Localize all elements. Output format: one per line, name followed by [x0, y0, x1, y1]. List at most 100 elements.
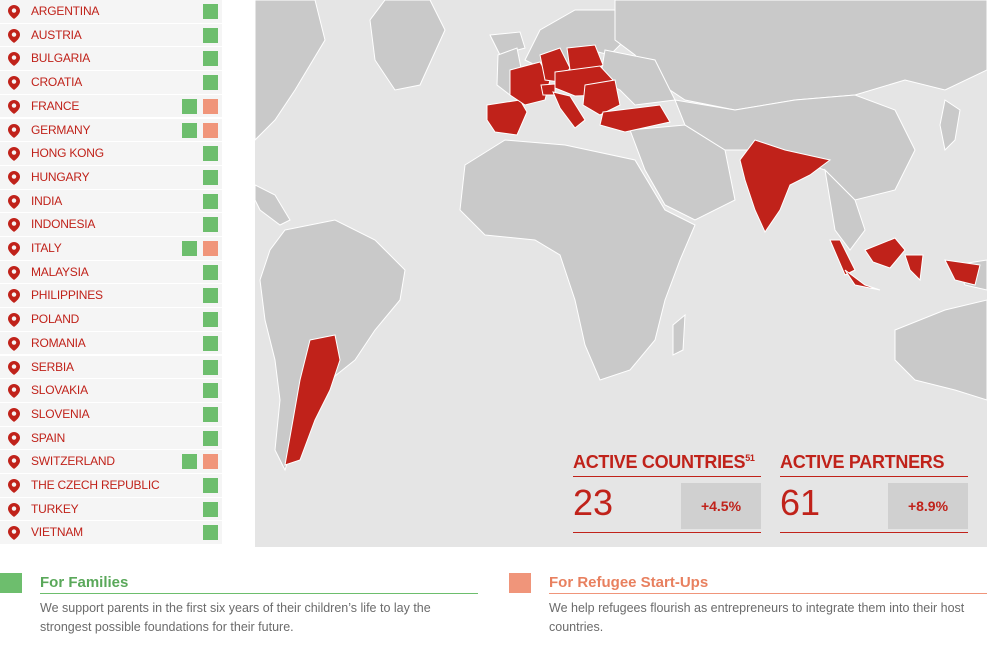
country-row: FRANCE	[0, 94, 222, 119]
footnote-marker: 51	[745, 453, 755, 463]
map-pin-icon	[8, 99, 20, 114]
refugees-indicator	[203, 122, 218, 138]
map-pin-icon	[8, 76, 20, 91]
country-row: GERMANY	[0, 118, 222, 143]
stat-active-countries: ACTIVE COUNTRIES51 23 +4.5%	[573, 452, 761, 534]
map-pin-icon	[8, 52, 20, 67]
families-indicator	[203, 75, 218, 91]
country-row: ROMANIA	[0, 331, 222, 356]
map-pin-icon	[8, 360, 20, 375]
map-pin-icon	[8, 336, 20, 351]
stat-divider	[573, 532, 761, 533]
stat-countries-title: ACTIVE COUNTRIES51	[573, 452, 755, 472]
legend-swatch-refugees	[509, 573, 531, 593]
country-name: TURKEY	[31, 501, 79, 516]
country-row: PHILIPPINES	[0, 284, 222, 309]
families-indicator	[203, 146, 218, 162]
country-row: HONG KONG	[0, 142, 222, 166]
country-name: SLOVENIA	[31, 406, 90, 421]
families-indicator	[203, 288, 218, 304]
map-pin-icon	[8, 28, 20, 43]
families-indicator	[182, 454, 197, 470]
country-row: SERBIA	[0, 355, 222, 380]
families-indicator	[203, 478, 218, 493]
families-indicator	[203, 169, 218, 185]
map-pin-icon	[8, 265, 20, 280]
country-row: POLAND	[0, 308, 222, 332]
country-name: HONG KONG	[31, 146, 104, 161]
map-pin-icon	[8, 502, 20, 517]
families-indicator	[182, 122, 197, 138]
country-name: PHILIPPINES	[31, 288, 103, 303]
stat-divider	[780, 476, 968, 477]
world-map	[255, 0, 987, 547]
map-pin-icon	[8, 147, 20, 162]
families-indicator	[182, 98, 197, 114]
families-indicator	[203, 193, 218, 209]
map-pin-icon	[8, 479, 20, 493]
country-name: INDIA	[31, 193, 63, 208]
families-indicator	[203, 383, 218, 399]
families-indicator	[203, 312, 218, 328]
legend-description-families: We support parents in the first six year…	[40, 601, 431, 634]
country-row: SLOVAKIA	[0, 379, 222, 403]
stat-active-partners: ACTIVE PARTNERS 61 +8.9%	[780, 452, 968, 534]
country-row: ARGENTINA	[0, 0, 222, 24]
map-pin-icon	[8, 407, 20, 422]
country-name: VIETNAM	[31, 525, 83, 540]
map-pin-icon	[8, 526, 20, 541]
country-name: ROMANIA	[31, 335, 86, 350]
country-name: GERMANY	[31, 122, 91, 137]
country-row: VIETNAM	[0, 521, 222, 546]
map-pin-icon	[8, 5, 20, 19]
country-name: CROATIA	[31, 75, 83, 90]
legend-title-refugees: For Refugee Start-Ups	[549, 574, 709, 591]
country-name: SLOVAKIA	[31, 383, 88, 398]
map-pin-icon	[8, 218, 20, 233]
stat-countries-value: 23	[573, 482, 614, 523]
country-name: INDONESIA	[31, 217, 96, 232]
families-indicator	[203, 525, 218, 541]
map-pin-icon	[8, 289, 20, 304]
stat-partners-change: +8.9%	[888, 483, 968, 529]
country-name: SPAIN	[31, 430, 66, 445]
families-indicator	[203, 359, 218, 375]
country-row: ITALY	[0, 237, 222, 261]
country-name: ARGENTINA	[31, 4, 100, 18]
country-row: SPAIN	[0, 426, 222, 451]
country-name: POLAND	[31, 312, 80, 327]
legend-description-refugees: We help refugees flourish as entrepreneu…	[549, 601, 965, 634]
map-pin-icon	[8, 313, 20, 328]
country-row: HUNGARY	[0, 165, 222, 190]
stat-divider	[780, 532, 968, 533]
stat-partners-title: ACTIVE PARTNERS	[780, 452, 945, 472]
map-pin-icon	[8, 194, 20, 209]
families-indicator	[203, 27, 218, 43]
country-row: BULGARIA	[0, 47, 222, 72]
country-row: TURKEY	[0, 497, 222, 522]
map-pin-icon	[8, 123, 20, 138]
legend-refugees: For Refugee Start-Ups We help refugees f…	[509, 571, 987, 651]
stat-partners-value: 61	[780, 482, 821, 523]
families-indicator	[203, 406, 218, 422]
country-row: THE CZECH REPUBLIC	[0, 474, 222, 498]
legend-title-families: For Families	[40, 574, 129, 591]
map-pin-icon	[8, 170, 20, 185]
stat-countries-change: +4.5%	[681, 483, 761, 529]
country-row: INDIA	[0, 189, 222, 214]
families-indicator	[203, 4, 218, 19]
country-row: INDONESIA	[0, 213, 222, 237]
map-pin-icon	[8, 242, 20, 256]
country-row: AUSTRIA	[0, 23, 222, 48]
families-indicator	[203, 430, 218, 446]
families-indicator	[203, 217, 218, 233]
country-name: MALAYSIA	[31, 264, 89, 279]
legend-underline	[40, 593, 478, 594]
country-row: SWITZERLAND	[0, 450, 222, 474]
country-name: THE CZECH REPUBLIC	[31, 478, 160, 492]
refugees-indicator	[203, 241, 218, 256]
stat-divider	[573, 476, 761, 477]
map-pin-icon	[8, 384, 20, 399]
country-name: ITALY	[31, 241, 62, 255]
country-name: AUSTRIA	[31, 27, 82, 42]
